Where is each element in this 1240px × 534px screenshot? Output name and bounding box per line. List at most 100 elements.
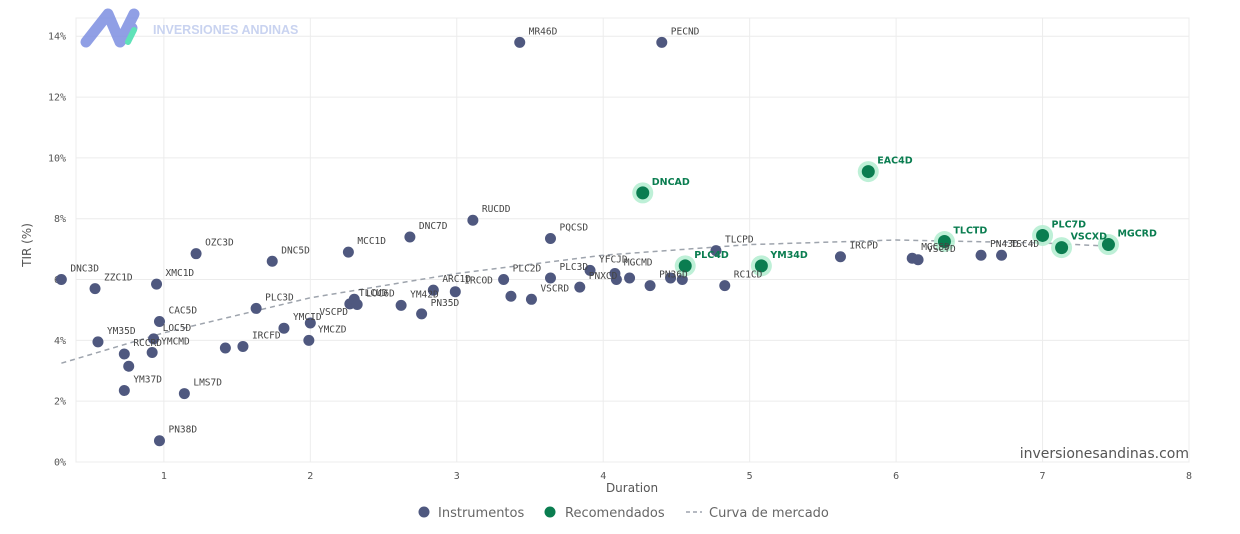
instrument-point[interactable] [710,245,722,257]
recommended-point[interactable] [754,259,768,273]
instrument-point[interactable] [266,255,278,267]
instrument-point[interactable] [278,322,290,334]
instrument-point-label: PECND [671,26,700,37]
x-tick-label: 1 [161,471,167,482]
x-tick-label: 6 [893,471,899,482]
instrument-point[interactable] [89,283,101,295]
instrument-point[interactable] [342,246,354,258]
recommended-point[interactable] [1101,238,1115,252]
instrument-point[interactable] [427,284,439,296]
instrument-point[interactable] [544,232,556,244]
x-tick-label: 2 [307,471,313,482]
x-tick-label: 7 [1040,471,1046,482]
instrument-point-label: IRCFD [252,330,281,341]
instrument-point-label: MGCSD [921,242,950,253]
instrument-point[interactable] [219,342,231,354]
instrument-point[interactable] [118,348,130,360]
legend: Instrumentos Recomendados Curva de merca… [418,506,829,521]
instrument-point[interactable] [250,302,262,314]
instrument-point-label: RUCDD [482,204,511,215]
instrument-point-label: TLCPD [725,235,754,246]
instrument-point[interactable] [237,340,249,352]
instrument-point[interactable] [610,274,622,286]
instrument-point-label: PN43D [990,239,1019,250]
legend-marker-recomendados [544,506,556,518]
recommended-point[interactable] [861,165,875,179]
legend-label-recomendados: Recomendados [565,506,665,521]
instrument-point[interactable] [665,272,677,284]
instrument-point-label: MR46D [529,26,558,37]
instrument-point[interactable] [498,274,510,286]
instrument-point-label: LMS7D [193,378,222,389]
instrument-point-label: XMC1D [166,268,195,279]
y-tick-label: 8% [54,214,66,225]
instrument-point[interactable] [190,248,202,260]
instrument-point[interactable] [118,385,130,397]
instrument-point[interactable] [404,231,416,243]
instrument-point-label: LOC6D [366,288,395,299]
instrument-point-label: VSCPD [319,307,348,318]
instrument-point[interactable] [624,272,636,284]
instrument-point[interactable] [351,298,363,310]
instrument-point[interactable] [153,316,165,328]
instrument-point[interactable] [996,249,1008,261]
legend-item-recomendados[interactable]: Recomendados [544,506,665,521]
recommended-point[interactable] [937,235,951,249]
instrument-point-label: PQCSD [559,222,588,233]
legend-item-instrumentos[interactable]: Instrumentos [418,506,525,521]
instrument-point[interactable] [544,272,556,284]
instrument-point[interactable] [834,251,846,263]
instrument-point-label: YFCJD [599,254,628,265]
instrument-point-label: PN36D [659,270,688,281]
x-tick-label: 5 [747,471,753,482]
instrument-point-label: PLC3D [265,292,294,303]
instrument-point[interactable] [644,280,656,292]
instrument-point[interactable] [467,214,479,226]
instrument-point-label: TSC4D [1011,239,1040,250]
logo-mark-icon [80,8,140,48]
instrument-point-label: YM37D [133,375,162,386]
recommended-point-label: EAC4D [877,156,912,167]
instrument-point[interactable] [123,360,135,372]
instrument-point-label: DNC3D [70,264,99,275]
recommended-point[interactable] [678,259,692,273]
instrument-point-label: RC1CD [734,270,763,281]
instrument-point[interactable] [656,36,668,48]
instrument-point[interactable] [151,278,163,290]
instrument-point[interactable] [975,249,987,261]
instrument-point[interactable] [912,254,924,266]
recommended-point[interactable] [1055,241,1069,255]
recommended-point[interactable] [636,186,650,200]
instrument-point[interactable] [92,336,104,348]
instrument-point[interactable] [153,435,165,447]
instrument-point[interactable] [304,317,316,329]
recommended-point-label: TLCTD [953,226,987,237]
instrument-point-label: VSCRD [540,283,569,294]
instrument-point[interactable] [505,290,517,302]
instrument-point[interactable] [676,274,688,286]
instrument-point[interactable] [416,308,428,320]
instrument-point[interactable] [525,293,537,305]
legend-item-curva[interactable]: Curva de mercado [686,506,829,521]
legend-label-instrumentos: Instrumentos [438,506,524,521]
x-tick-label: 8 [1186,471,1192,482]
instrument-point[interactable] [584,264,596,276]
instrument-point[interactable] [514,36,526,48]
recommended-point-label: DNCAD [652,177,690,188]
instrument-point[interactable] [719,280,731,292]
instrument-point[interactable] [395,299,407,311]
market-curve-layer [61,239,1109,364]
brand-logo: INVERSIONES ANDINAS [80,8,298,48]
instrument-point[interactable] [146,347,158,359]
instrument-point-label: PLC3D [559,262,588,273]
recommended-point[interactable] [1036,228,1050,242]
instrument-point[interactable] [449,286,461,298]
instrument-point[interactable] [178,388,190,400]
instrument-point-label: YM42D [410,289,439,300]
instrument-point[interactable] [574,281,586,293]
instrument-point[interactable] [55,274,67,286]
instrument-point-label: YMCZD [318,324,347,335]
instrument-point[interactable] [303,334,315,346]
instrument-point[interactable] [148,333,160,345]
instrument-point-label: PLC2D [513,264,542,275]
